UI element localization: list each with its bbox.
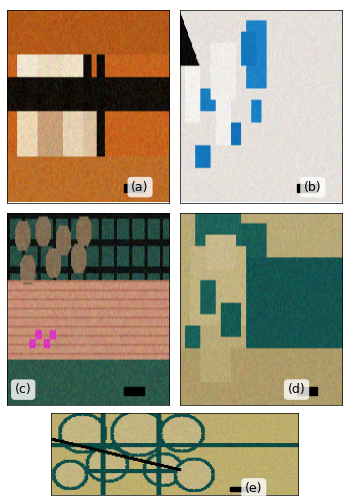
Text: (a): (a) <box>131 180 149 194</box>
Text: (c): (c) <box>15 383 31 396</box>
Text: (b): (b) <box>304 180 322 194</box>
Bar <box>230 488 259 490</box>
Text: (d): (d) <box>288 383 305 396</box>
Bar <box>124 387 144 394</box>
Bar <box>297 184 317 192</box>
Bar <box>297 387 317 394</box>
Text: (e): (e) <box>245 482 262 495</box>
Bar <box>124 184 144 192</box>
